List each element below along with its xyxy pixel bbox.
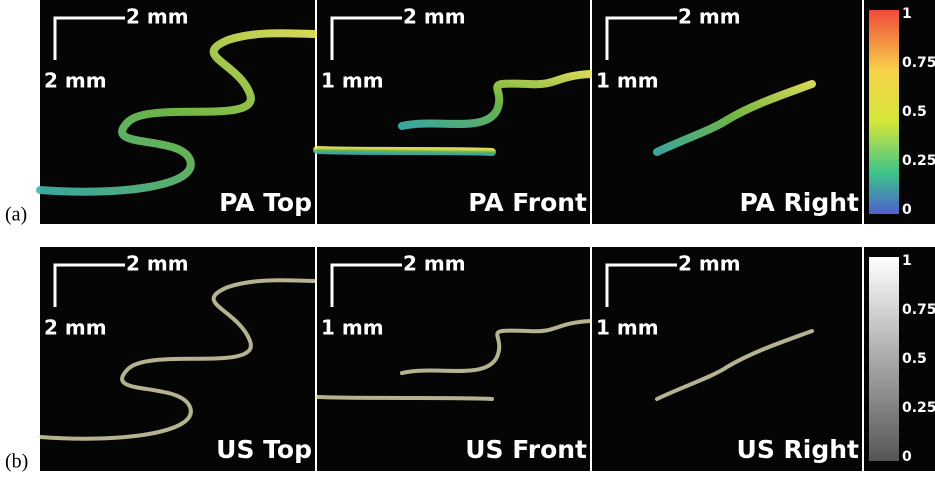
scale-y-label: 2 mm	[44, 69, 107, 93]
scale-x-label: 2 mm	[126, 5, 189, 29]
scale-y-label: 1 mm	[321, 316, 384, 340]
image-panel: 2 mm 1 mm US Front	[317, 247, 590, 471]
scale-y-label: 1 mm	[321, 69, 384, 93]
image-panel: 2 mm 2 mm PA Top	[40, 0, 315, 224]
colorbar-tick-label: 0	[902, 202, 912, 218]
colorbar-tick-label: 0.75	[902, 302, 935, 318]
scale-y-label: 1 mm	[596, 69, 659, 93]
colorbar-tick-label: 0.5	[902, 351, 927, 367]
colorbar	[869, 257, 899, 461]
pa-curve	[317, 150, 492, 152]
scale-x-label: 2 mm	[403, 252, 466, 276]
colorbar-panel: 1 0.75 0.5 0.25 0	[864, 0, 935, 224]
scale-x-label: 2 mm	[126, 252, 189, 276]
colorbar-tick-label: 0.75	[902, 55, 935, 71]
colorbar-tick-label: 0.25	[902, 153, 935, 169]
colorbar-tick-label: 0.5	[902, 104, 927, 120]
panel-title: US Top	[216, 435, 312, 464]
image-panel: 2 mm 1 mm PA Front	[317, 0, 590, 224]
row-label: (a)	[5, 204, 27, 226]
scale-y-label: 2 mm	[44, 316, 107, 340]
colorbar-tick-label: 1	[902, 6, 912, 22]
image-panel: 2 mm 2 mm US Top	[40, 247, 315, 471]
scale-y-label: 1 mm	[596, 316, 659, 340]
colorbar-tick-label: 1	[902, 253, 912, 269]
panel-title: PA Right	[739, 188, 859, 217]
scale-x-label: 2 mm	[678, 252, 741, 276]
panel-title: US Front	[465, 435, 587, 464]
colorbar-panel: 1 0.75 0.5 0.25 0	[864, 247, 935, 471]
colorbar-tick-label: 0.25	[902, 400, 935, 416]
scale-x-label: 2 mm	[403, 5, 466, 29]
panel-title: PA Top	[219, 188, 312, 217]
panel-title: PA Front	[468, 188, 587, 217]
image-panel: 2 mm 1 mm PA Right	[592, 0, 862, 224]
row-label: (b)	[5, 451, 28, 473]
us-curve	[317, 397, 492, 399]
panel-title: US Right	[737, 435, 860, 464]
colorbar-tick-label: 0	[902, 449, 912, 465]
colorbar	[869, 10, 899, 214]
figure: (a) 2 mm 2 mm PA Top 2 mm 1 mm PA Front 2 mm 1 m…	[0, 0, 935, 479]
scale-x-label: 2 mm	[678, 5, 741, 29]
image-panel: 2 mm 1 mm US Right	[592, 247, 862, 471]
